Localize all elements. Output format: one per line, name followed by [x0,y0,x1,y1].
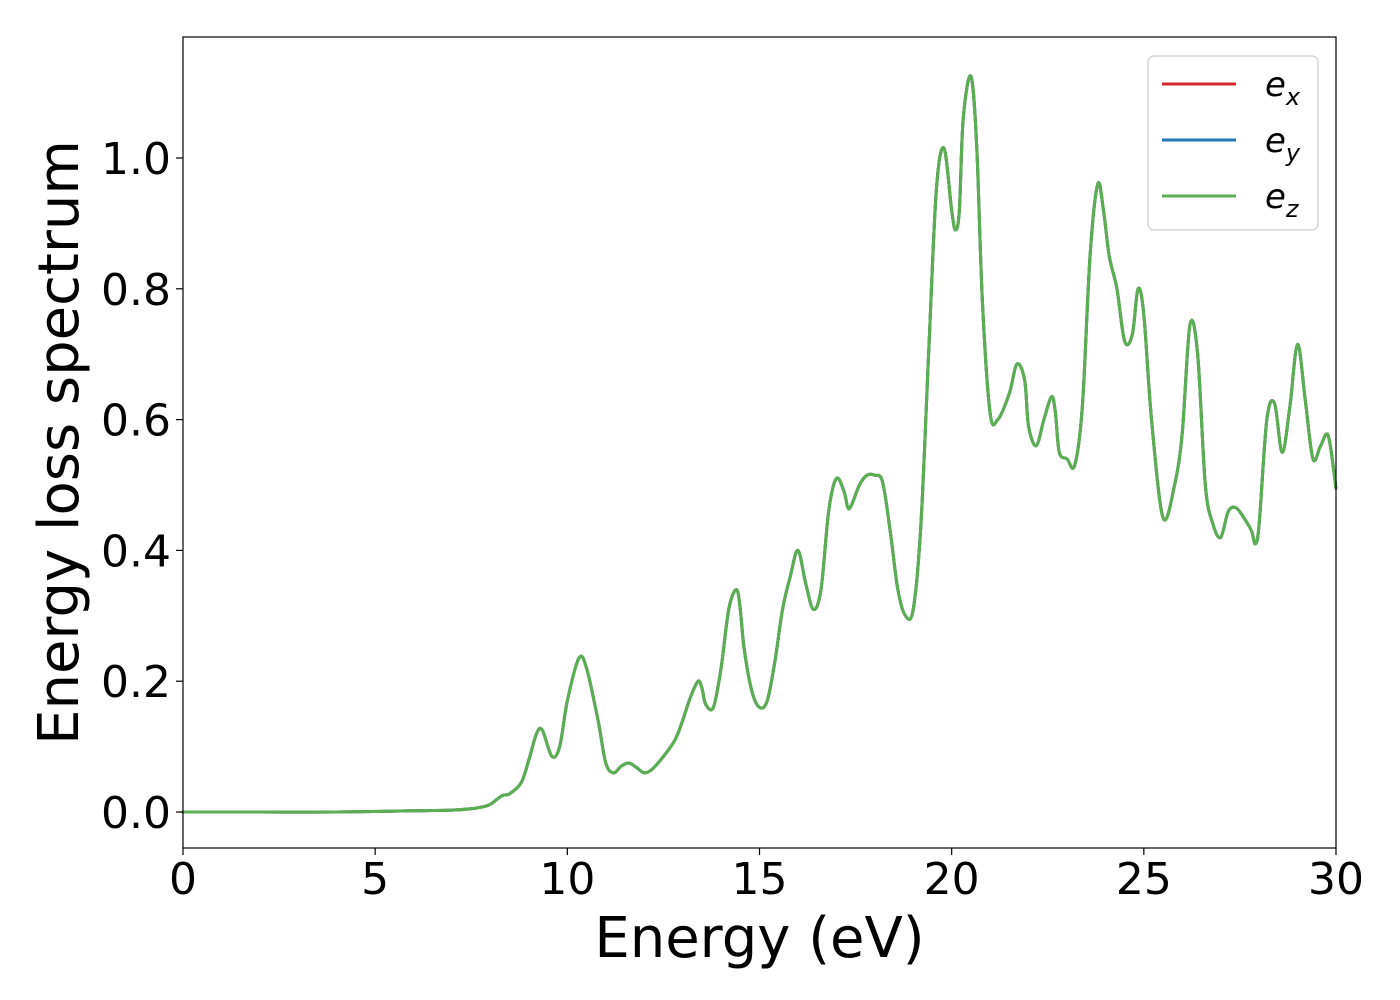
legend-label-base: e [1265,65,1286,105]
series-line-ez [181,74,1338,814]
y-axis: 0.0 0.2 0.4 0.6 0.8 1.0 [101,134,183,839]
x-tick-label: 15 [732,854,788,905]
y-tick-label: 0.2 [101,657,171,708]
y-tick-label: 1.0 [101,134,171,185]
legend-label-ez: ez [1265,177,1300,223]
legend-label-subscript: y [1285,139,1301,167]
legend-label-base: e [1265,177,1286,217]
series-layer [181,74,1338,814]
x-tick-label: 20 [924,854,980,905]
x-tick-label: 10 [539,854,595,905]
legend-label-subscript: z [1285,195,1300,223]
x-axis: 0 5 10 15 20 25 30 [169,848,1364,905]
x-tick-label: 0 [169,854,197,905]
y-tick-label: 0.8 [101,265,171,316]
y-tick-label: 0.0 [101,788,171,839]
legend-box [1147,55,1319,231]
y-tick-label: 0.6 [101,396,171,447]
y-axis-label: Energy loss spectrum [27,140,92,745]
legend-label-subscript: x [1285,83,1301,111]
legend-label-ey: ey [1265,121,1301,167]
x-axis-label: Energy (eV) [594,906,924,971]
x-tick-label: 5 [361,854,389,905]
legend-label-ex: ex [1265,65,1301,111]
legend-label-base: e [1265,121,1286,161]
x-tick-label: 25 [1116,854,1172,905]
y-tick-label: 0.4 [101,526,171,577]
x-tick-label: 30 [1308,854,1364,905]
